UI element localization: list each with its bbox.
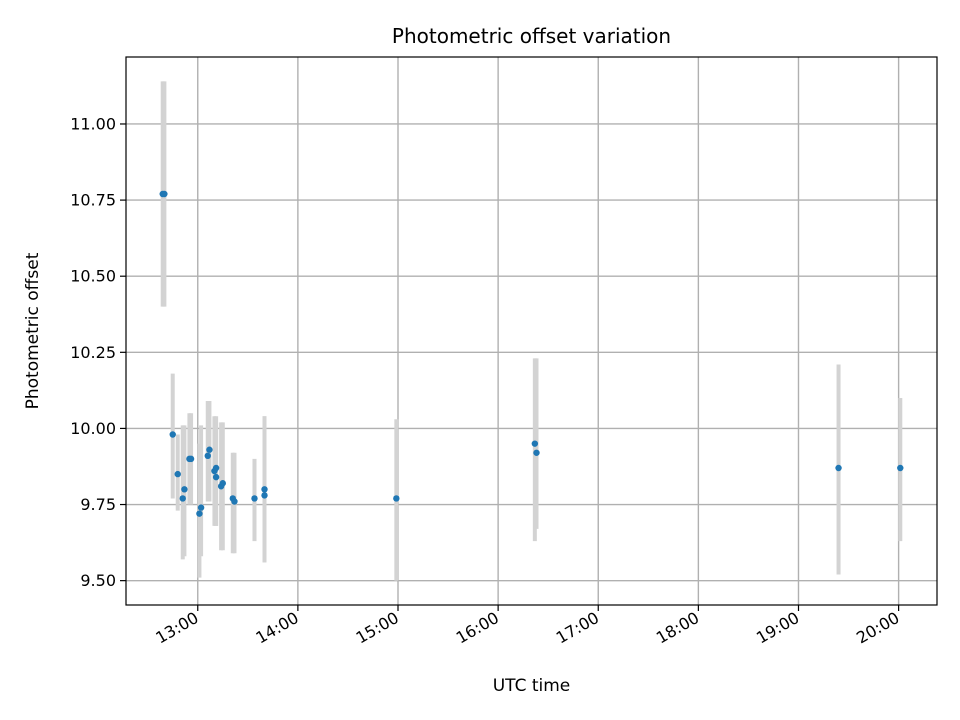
data-point	[181, 486, 188, 493]
data-point	[533, 449, 540, 456]
y-axis-title: Photometric offset	[23, 252, 43, 409]
y-axis-ticks: 9.50 9.75 10.00 10.25 10.50 10.75 11.00	[70, 114, 126, 590]
data-point	[212, 473, 220, 481]
data-point	[212, 464, 220, 472]
data-point	[219, 480, 226, 487]
data-point	[897, 464, 904, 472]
data-point	[835, 464, 842, 472]
data-point	[169, 431, 176, 438]
grid-lines	[126, 57, 937, 605]
y-tick-label: 10.25	[70, 343, 116, 362]
data-point	[531, 440, 539, 447]
y-tick-label: 9.50	[80, 571, 116, 590]
data-point	[174, 470, 181, 478]
plot-frame	[125, 56, 938, 606]
y-tick-label: 10.50	[70, 267, 116, 286]
data-point	[161, 190, 168, 198]
y-tick-label: 9.75	[80, 495, 116, 514]
data-point	[197, 504, 205, 511]
data-point	[393, 495, 400, 502]
data-point	[261, 492, 268, 499]
data-point	[196, 510, 203, 517]
data-point	[261, 486, 268, 493]
x-axis-title: UTC time	[493, 676, 571, 696]
data-point	[204, 452, 211, 460]
chart-title: Photometric offset variation	[392, 24, 671, 48]
data-points	[159, 190, 904, 517]
y-tick-label: 10.75	[70, 191, 116, 210]
data-point	[251, 495, 258, 502]
data-point	[179, 495, 186, 502]
y-tick-label: 10.00	[70, 419, 116, 438]
data-point	[231, 498, 238, 505]
data-point	[206, 446, 213, 453]
y-tick-label: 11.00	[70, 114, 116, 133]
data-point	[187, 455, 195, 463]
